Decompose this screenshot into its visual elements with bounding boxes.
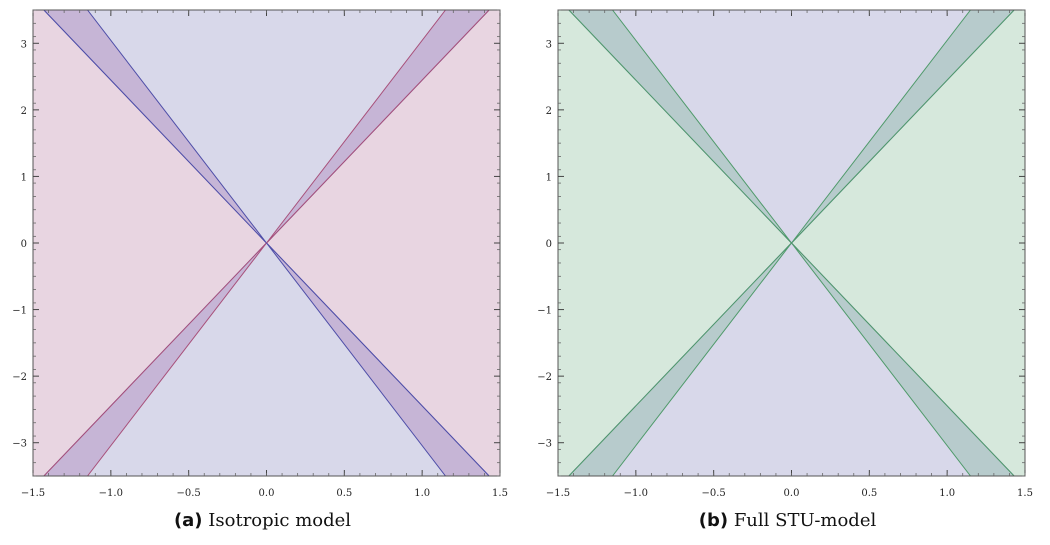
y-tick-label: 3	[546, 39, 552, 50]
y-tick-label: −3	[537, 439, 552, 450]
chart-b: −1.5 −1.0 −0.5 0.0 0.5 1.0 1.5 −3 −2 −1 0 1 2 3	[537, 9, 1033, 499]
y-tick-label: 1	[546, 172, 552, 183]
y-tick-label: 1	[21, 172, 27, 183]
x-tick-label: 1.0	[939, 488, 955, 499]
y-tick-label: −1	[12, 306, 27, 317]
x-tick-label: −1.0	[624, 488, 648, 499]
y-tick-label: −2	[537, 372, 552, 383]
x-tick-label: 0.5	[336, 488, 352, 499]
y-tick-label: 3	[21, 39, 27, 50]
y-tick-label: 0	[546, 239, 552, 250]
panel-a: −1.5 −1.0 −0.5 0.0 0.5 1.0 1.5 −3 −2 −1 0 1 2 3 (a) I…	[0, 9, 525, 531]
caption-b-tag: (b)	[698, 510, 729, 531]
y-tick-label: 2	[21, 106, 27, 117]
caption-a: (a) Isotropic model	[0, 510, 525, 531]
x-tick-label: −0.5	[177, 488, 201, 499]
y-tick-label: −3	[12, 439, 27, 450]
x-tick-label: 0.0	[784, 488, 800, 499]
x-tick-label: 0.5	[861, 488, 877, 499]
x-tick-label: 0.0	[259, 488, 275, 499]
panel-b: −1.5 −1.0 −0.5 0.0 0.5 1.0 1.5 −3 −2 −1 0 1 2 3 (b) F…	[525, 0, 1050, 545]
chart-a: −1.5 −1.0 −0.5 0.0 0.5 1.0 1.5 −3 −2 −1 0 1 2 3	[12, 9, 508, 499]
caption-b: (b) Full STU-model	[525, 510, 1050, 531]
x-tick-label: 1.5	[1017, 488, 1033, 499]
x-tick-label: 1.5	[492, 488, 508, 499]
y-tick-label: −1	[537, 306, 552, 317]
caption-a-tag: (a)	[173, 510, 203, 531]
caption-b-text: Full STU-model	[733, 510, 877, 531]
caption-a-text: Isotropic model	[208, 510, 352, 531]
y-tick-label: −2	[12, 372, 27, 383]
x-tick-label: −1.5	[546, 488, 570, 499]
x-tick-label: −0.5	[702, 488, 726, 499]
y-tick-label: 2	[546, 106, 552, 117]
x-tick-label: −1.5	[21, 488, 45, 499]
x-tick-label: 1.0	[414, 488, 430, 499]
y-tick-label: 0	[21, 239, 27, 250]
x-tick-label: −1.0	[99, 488, 123, 499]
